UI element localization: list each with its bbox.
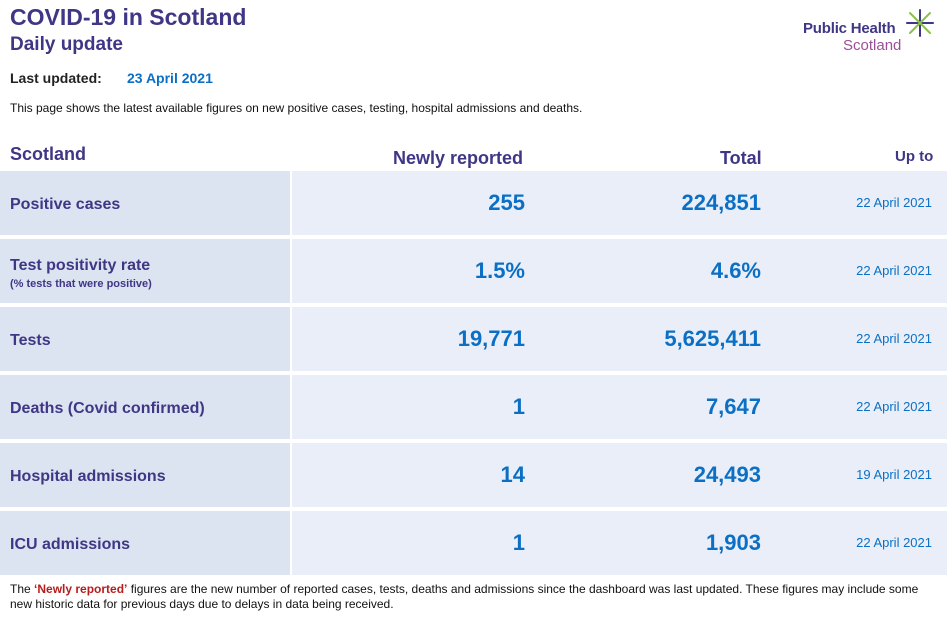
row-label: Deaths (Covid confirmed) xyxy=(10,400,205,417)
up-to-date: 22 April 2021 xyxy=(856,535,932,550)
logo-text-line1: Public Health xyxy=(803,20,896,37)
newly-reported-value: 14 xyxy=(500,462,525,487)
row-label-cell: Test positivity rate (% tests that were … xyxy=(0,239,290,303)
phs-logo: Public Health Scotland xyxy=(803,8,938,58)
last-updated-value: 23 April 2021 xyxy=(127,70,213,86)
row-data-cell: 1 7,647 22 April 2021 xyxy=(292,375,947,439)
row-label-cell: Deaths (Covid confirmed) xyxy=(0,375,290,439)
column-header-total: Total xyxy=(720,148,762,168)
page-subtitle: Daily update xyxy=(10,34,123,55)
total-value: 224,851 xyxy=(681,190,761,215)
intro-text: This page shows the latest available fig… xyxy=(10,101,583,115)
logo-text-line2: Scotland xyxy=(843,37,902,54)
total-value: 1,903 xyxy=(705,530,761,555)
star-icon xyxy=(906,9,934,37)
page-title: COVID-19 in Scotland xyxy=(10,4,247,30)
row-label: Test positivity rate xyxy=(10,257,151,274)
newly-reported-value: 19,771 xyxy=(457,326,525,351)
column-header-upto: Up to xyxy=(895,148,934,165)
row-label-cell: Tests xyxy=(0,307,290,371)
row-label: Hospital admissions xyxy=(10,468,166,485)
row-label: ICU admissions xyxy=(10,536,131,553)
row-label: Positive cases xyxy=(10,196,121,213)
row-data-cell: 1.5% 4.6% 22 April 2021 xyxy=(292,239,947,303)
row-label-cell: Hospital admissions xyxy=(0,443,290,507)
row-label-cell: ICU admissions xyxy=(0,511,290,575)
column-header-new: Newly reported xyxy=(393,148,524,168)
footnote: The ‘Newly reported’ figures are the new… xyxy=(10,582,935,612)
up-to-date: 22 April 2021 xyxy=(856,399,932,414)
total-value: 4.6% xyxy=(710,258,761,283)
total-value: 5,625,411 xyxy=(664,326,761,351)
newly-reported-value: 255 xyxy=(488,190,525,215)
row-sublabel: (% tests that were positive) xyxy=(10,278,152,290)
row-data-cell: 1 1,903 22 April 2021 xyxy=(292,511,947,575)
footnote-prefix: The xyxy=(10,582,35,596)
total-value: 7,647 xyxy=(705,394,761,419)
newly-reported-value: 1 xyxy=(512,394,525,419)
row-label: Tests xyxy=(10,332,51,349)
row-data-cell: 255 224,851 22 April 2021 xyxy=(292,171,947,235)
column-header-region: Scotland xyxy=(10,144,87,164)
total-value: 24,493 xyxy=(693,462,761,487)
table-row: ICU admissions 1 1,903 22 April 2021 xyxy=(0,511,947,575)
up-to-date: 22 April 2021 xyxy=(856,195,932,210)
table-row: Deaths (Covid confirmed) 1 7,647 22 Apri… xyxy=(0,375,947,439)
up-to-date: 19 April 2021 xyxy=(856,467,932,482)
stats-table: Positive cases 255 224,851 22 April 2021… xyxy=(0,171,947,579)
newly-reported-value: 1.5% xyxy=(474,258,525,283)
table-row: Test positivity rate (% tests that were … xyxy=(0,239,947,303)
newly-reported-value: 1 xyxy=(512,530,525,555)
last-updated-label: Last updated: xyxy=(10,70,102,86)
row-data-cell: 19,771 5,625,411 22 April 2021 xyxy=(292,307,947,371)
footnote-emphasis: ‘Newly reported’ xyxy=(34,582,128,596)
table-row: Hospital admissions 14 24,493 19 April 2… xyxy=(0,443,947,507)
up-to-date: 22 April 2021 xyxy=(856,331,932,346)
table-row: Tests 19,771 5,625,411 22 April 2021 xyxy=(0,307,947,371)
up-to-date: 22 April 2021 xyxy=(856,263,932,278)
row-label-cell: Positive cases xyxy=(0,171,290,235)
table-row: Positive cases 255 224,851 22 April 2021 xyxy=(0,171,947,235)
footnote-text: figures are the new number of reported c… xyxy=(10,582,919,611)
row-data-cell: 14 24,493 19 April 2021 xyxy=(292,443,947,507)
